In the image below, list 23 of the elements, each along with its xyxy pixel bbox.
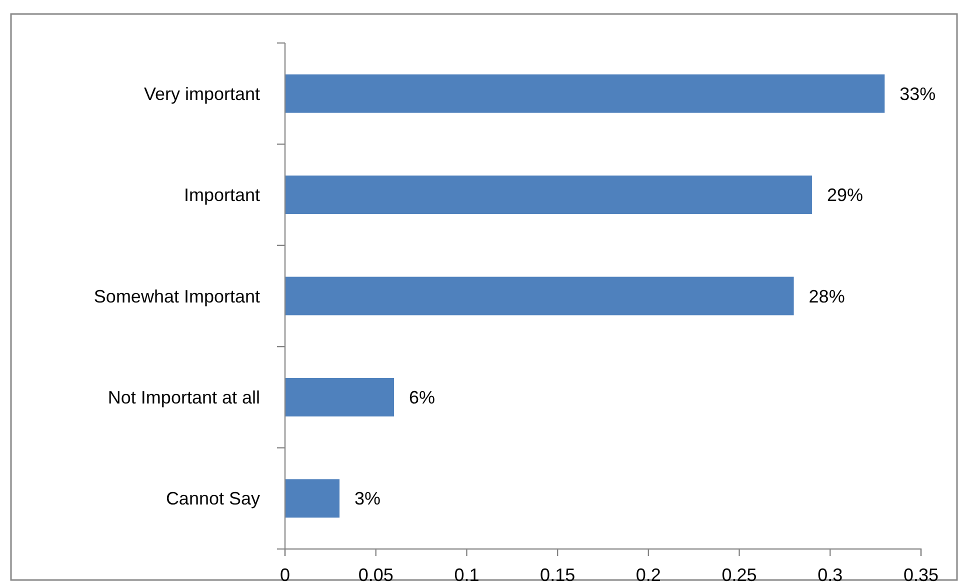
y-tick-label: Important [184, 185, 260, 206]
x-tick-label: 0.05 [358, 564, 394, 583]
y-tick-label: Very important [144, 84, 260, 104]
x-tick-label: 0.35 [903, 564, 939, 583]
x-tick-label: 0.25 [722, 564, 757, 583]
y-tick-label: Somewhat Important [94, 286, 260, 306]
data-label: 6% [409, 388, 436, 408]
x-tick-label: 0.1 [454, 564, 480, 583]
bar [285, 479, 340, 518]
data-label: 33% [900, 84, 936, 104]
bar [285, 276, 794, 316]
y-tick-label: Cannot Say [166, 488, 260, 509]
y-tick-label: Not Important at all [108, 388, 260, 408]
data-label: 29% [826, 185, 864, 206]
bar [285, 378, 394, 416]
bar [285, 74, 885, 113]
x-tick-label: 0.2 [636, 564, 661, 583]
data-label: 28% [808, 286, 845, 306]
x-tick-label: 0.3 [818, 564, 843, 583]
data-label: 3% [354, 488, 381, 509]
x-tick-label: 0 [280, 564, 290, 583]
x-tick-label: 0.15 [540, 564, 576, 583]
bar [285, 176, 812, 214]
